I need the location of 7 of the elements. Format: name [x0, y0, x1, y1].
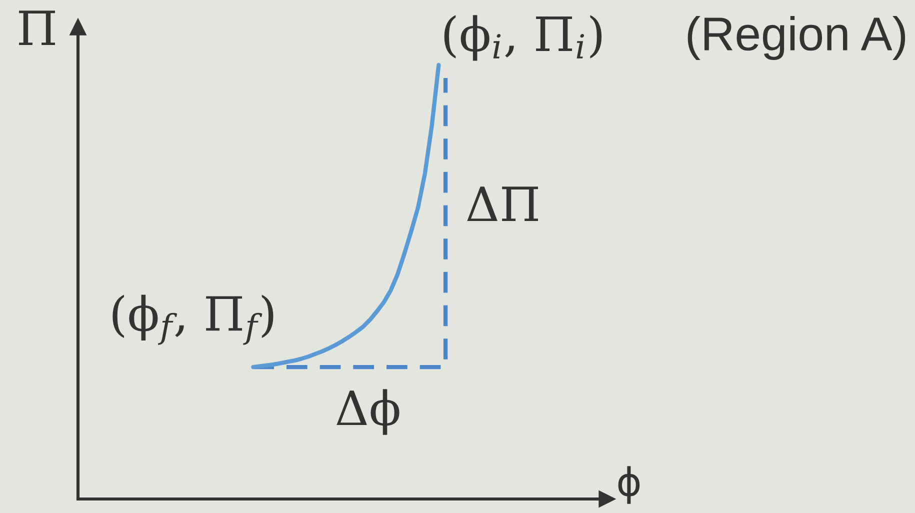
text: (Region A) [688, 16, 906, 60]
annotation: (ϕ$_{f}$, Π$_{f}$) [112, 294, 274, 345]
text: (ϕ$_{i}$, Π$_{i}$) [444, 15, 602, 61]
annotation: ΔΠ [467, 186, 538, 222]
x-axis-title: ϕ [618, 466, 640, 504]
annotation: Δϕ [336, 389, 400, 435]
y-axis-title: Π [19, 10, 55, 46]
